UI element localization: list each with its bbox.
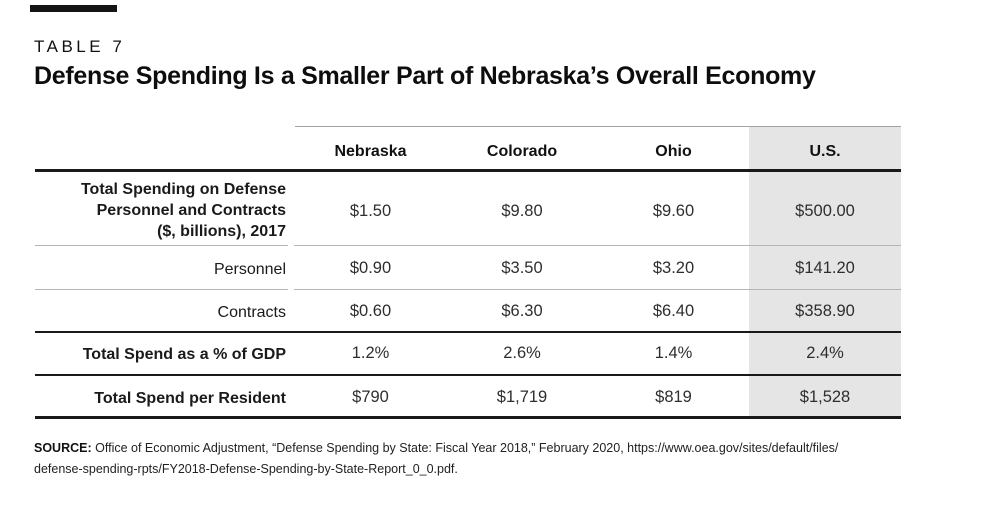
table-cell: $3.50: [501, 259, 543, 277]
table-cell: $9.80: [501, 202, 543, 220]
rule-row2-bottom-right: [294, 289, 901, 290]
table-cell: $1,719: [496, 388, 548, 406]
source-text-1: Office of Economic Adjustment, “Defense …: [95, 441, 839, 455]
rule-row2-bottom-left: [35, 289, 288, 290]
table-number: TABLE 7: [34, 37, 126, 56]
table-title: Defense Spending Is a Smaller Part of Ne…: [34, 62, 816, 90]
table-cell: $358.90: [795, 302, 855, 320]
us-column-highlight: [749, 127, 901, 418]
rule-table-bottom: [35, 416, 901, 419]
row-label: Total Spend as a % of GDP: [82, 346, 286, 363]
column-header: Nebraska: [334, 143, 407, 160]
source-label: SOURCE:: [34, 441, 92, 455]
table-cell: $790: [352, 388, 389, 406]
rule-row3-bottom: [35, 331, 901, 333]
rule-header-bottom: [35, 169, 901, 172]
column-header: Ohio: [655, 143, 692, 160]
table-cell: 2.6%: [503, 344, 541, 362]
table-cell: $1.50: [349, 202, 392, 220]
table-cell: $0.90: [349, 259, 392, 277]
rule-header-top: [295, 126, 901, 127]
source-note: SOURCE: Office of Economic Adjustment, “…: [34, 438, 969, 480]
table-cell: $0.60: [349, 302, 392, 320]
column-header: Colorado: [486, 143, 558, 160]
column-header: U.S.: [809, 143, 841, 160]
table-cell: 1.4%: [654, 344, 693, 362]
table-cell: $6.30: [501, 302, 543, 320]
table-cell: 1.2%: [351, 344, 390, 362]
table-cell: $3.20: [652, 259, 695, 277]
source-line-1: SOURCE: Office of Economic Adjustment, “…: [34, 438, 969, 459]
table-cell: $9.60: [652, 202, 695, 220]
table-cell: $500.00: [795, 202, 855, 220]
accent-bar: [30, 5, 117, 12]
table-cell: 2.4%: [806, 344, 844, 362]
row-label: Personnel: [213, 261, 286, 278]
table-cell: $6.40: [652, 302, 695, 320]
rule-row1-bottom-right: [294, 245, 901, 246]
rule-row1-bottom-left: [35, 245, 288, 246]
table-cell: $141.20: [795, 259, 855, 277]
row-label: Total Spend per Resident: [94, 390, 286, 407]
row-label: Contracts: [217, 304, 286, 321]
source-text-2: defense-spending-rpts/FY2018-Defense-Spe…: [34, 462, 458, 476]
rule-row4-bottom: [35, 374, 901, 376]
row-label: Total Spending on Defense Personnel and …: [80, 181, 286, 240]
table-cell: $1,528: [799, 388, 851, 406]
table-cell: $819: [655, 388, 692, 406]
